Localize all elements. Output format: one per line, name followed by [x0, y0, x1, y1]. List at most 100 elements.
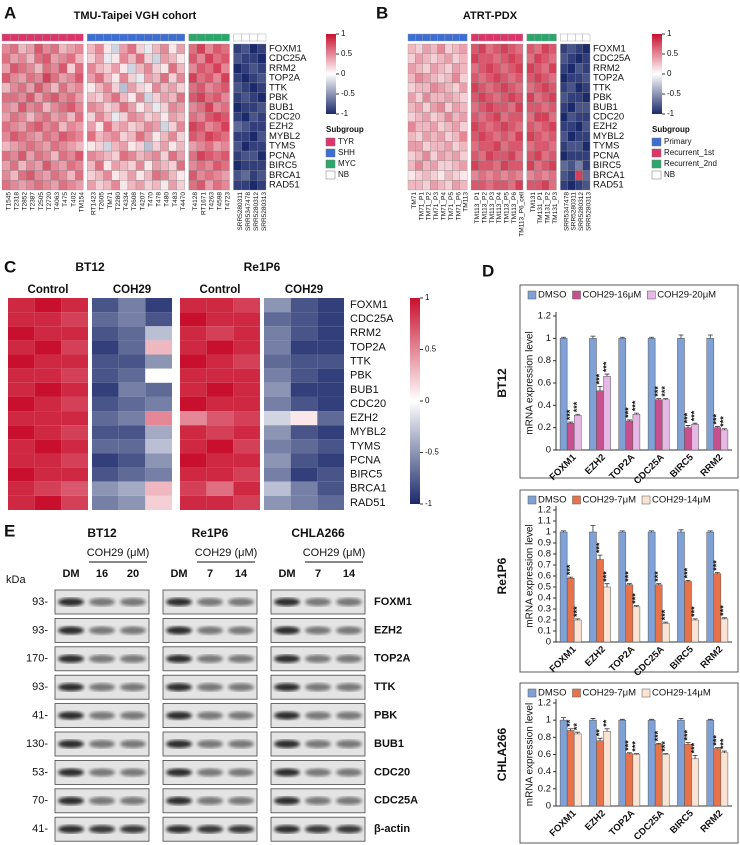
- bar: [720, 429, 729, 451]
- heatmap-cell: [249, 170, 259, 181]
- heatmap-cell: [493, 43, 501, 54]
- y-tick-label: 1.2: [538, 698, 551, 709]
- heatmap-cell: [188, 141, 198, 152]
- heatmap-cell: [66, 180, 76, 191]
- heatmap-cell: [26, 82, 35, 93]
- heatmap-cell: [196, 141, 206, 152]
- blot-band: [197, 711, 223, 720]
- heatmap-cell: [160, 150, 169, 161]
- heatmap-cell: [204, 170, 214, 181]
- heatmap-cell: [257, 150, 267, 161]
- heatmap-cell: [145, 340, 172, 355]
- heatmap-cell: [18, 53, 27, 64]
- heatmap-cell: [221, 111, 230, 123]
- heatmap-cell: [470, 141, 479, 152]
- heatmap-cell: [407, 131, 416, 142]
- heatmap-cell: [34, 368, 62, 383]
- y-axis-label: mRNA expression level: [525, 524, 536, 627]
- heatmap-cell: [92, 495, 119, 510]
- panel-label: A: [4, 3, 16, 22]
- legend-label: COH29-14μM: [652, 495, 711, 506]
- error-bar: [590, 718, 596, 721]
- heatmap-cell: [127, 43, 137, 54]
- heatmap-cell: [135, 111, 145, 123]
- heatmap-cell: [437, 102, 446, 113]
- heatmap-cell: [534, 150, 542, 161]
- error-bar: [604, 583, 610, 587]
- treatment-label: COH29 (μM): [87, 547, 150, 559]
- heatmap-cell: [407, 170, 416, 181]
- significance: ***: [565, 564, 575, 575]
- heatmap-cell: [257, 92, 267, 103]
- heatmap-cell: [575, 63, 583, 74]
- heatmap-cell: [249, 92, 259, 103]
- blot-band: [274, 796, 300, 805]
- heatmap-cell: [567, 150, 576, 161]
- heatmap-cell: [18, 102, 27, 113]
- heatmap-cell: [66, 73, 76, 84]
- heatmap-cell: [567, 141, 576, 152]
- heatmap-cell: [241, 180, 250, 191]
- x-tick-label: EZH2: [583, 452, 608, 477]
- heatmap-cell: [95, 102, 104, 113]
- error-bar: [678, 718, 684, 721]
- column-label: SRR5347478: [245, 192, 252, 231]
- heatmap-cell: [567, 160, 576, 171]
- row-label: BIRC5: [350, 469, 382, 481]
- heatmap-cell: [567, 131, 576, 142]
- heatmap-cell: [66, 82, 76, 93]
- heatmap-cell: [61, 312, 88, 327]
- heatmap-cell: [145, 326, 172, 341]
- significance: ***: [594, 542, 604, 553]
- heatmap-cell: [176, 141, 185, 152]
- heatmap-cell: [119, 53, 129, 64]
- heatmap-cell: [152, 92, 161, 103]
- y-tick-label: 0.2: [538, 783, 551, 794]
- heatmap-cell: [168, 150, 177, 161]
- heatmap-cell: [452, 43, 460, 54]
- heatmap-cell: [317, 396, 344, 412]
- heatmap-cell: [1, 141, 11, 152]
- heatmap-cell: [493, 131, 501, 142]
- group-bar: [444, 33, 453, 42]
- heatmap-cell: [478, 180, 487, 191]
- heatmap-cell: [582, 121, 591, 132]
- error-bar: [633, 753, 639, 755]
- heatmap-cell: [264, 495, 291, 510]
- heatmap-cell: [422, 53, 431, 64]
- heatmap-cell: [180, 382, 207, 397]
- heatmap-cell: [485, 131, 494, 142]
- heatmap-cell: [204, 141, 214, 152]
- heatmap-cell: [290, 425, 318, 440]
- heatmap-cell: [470, 111, 479, 123]
- heatmap-cell: [575, 131, 583, 142]
- heatmap-cell: [8, 453, 35, 468]
- heatmap-cell: [541, 150, 550, 161]
- heatmap-cell: [534, 141, 542, 152]
- heatmap-cell: [233, 150, 242, 161]
- heatmap-cell: [249, 102, 259, 113]
- bar: [559, 338, 568, 451]
- heatmap-cell: [241, 111, 250, 123]
- heatmap-cell: [415, 160, 423, 171]
- heatmap-cell: [75, 150, 84, 161]
- heatmap-cell: [515, 43, 524, 54]
- row-label: FOXM1: [593, 43, 626, 54]
- heatmap-cell: [478, 111, 487, 123]
- significance: ***: [631, 400, 641, 411]
- heatmap-cell: [160, 43, 169, 54]
- heatmap-cell: [290, 340, 318, 355]
- significance: ***: [682, 567, 692, 578]
- group-label: Control: [200, 284, 241, 296]
- heatmap-cell: [249, 73, 259, 84]
- heatmap-cell: [66, 102, 76, 113]
- blot-group-title: CHLA266: [291, 526, 345, 540]
- legend-label: COH29-20μM: [657, 290, 716, 301]
- blot-band: [228, 768, 254, 777]
- heatmap-cell: [233, 121, 242, 132]
- heatmap-cell: [204, 150, 214, 161]
- blot-band: [58, 825, 84, 834]
- heatmap-cell: [34, 73, 43, 84]
- heatmap-cell: [415, 121, 423, 132]
